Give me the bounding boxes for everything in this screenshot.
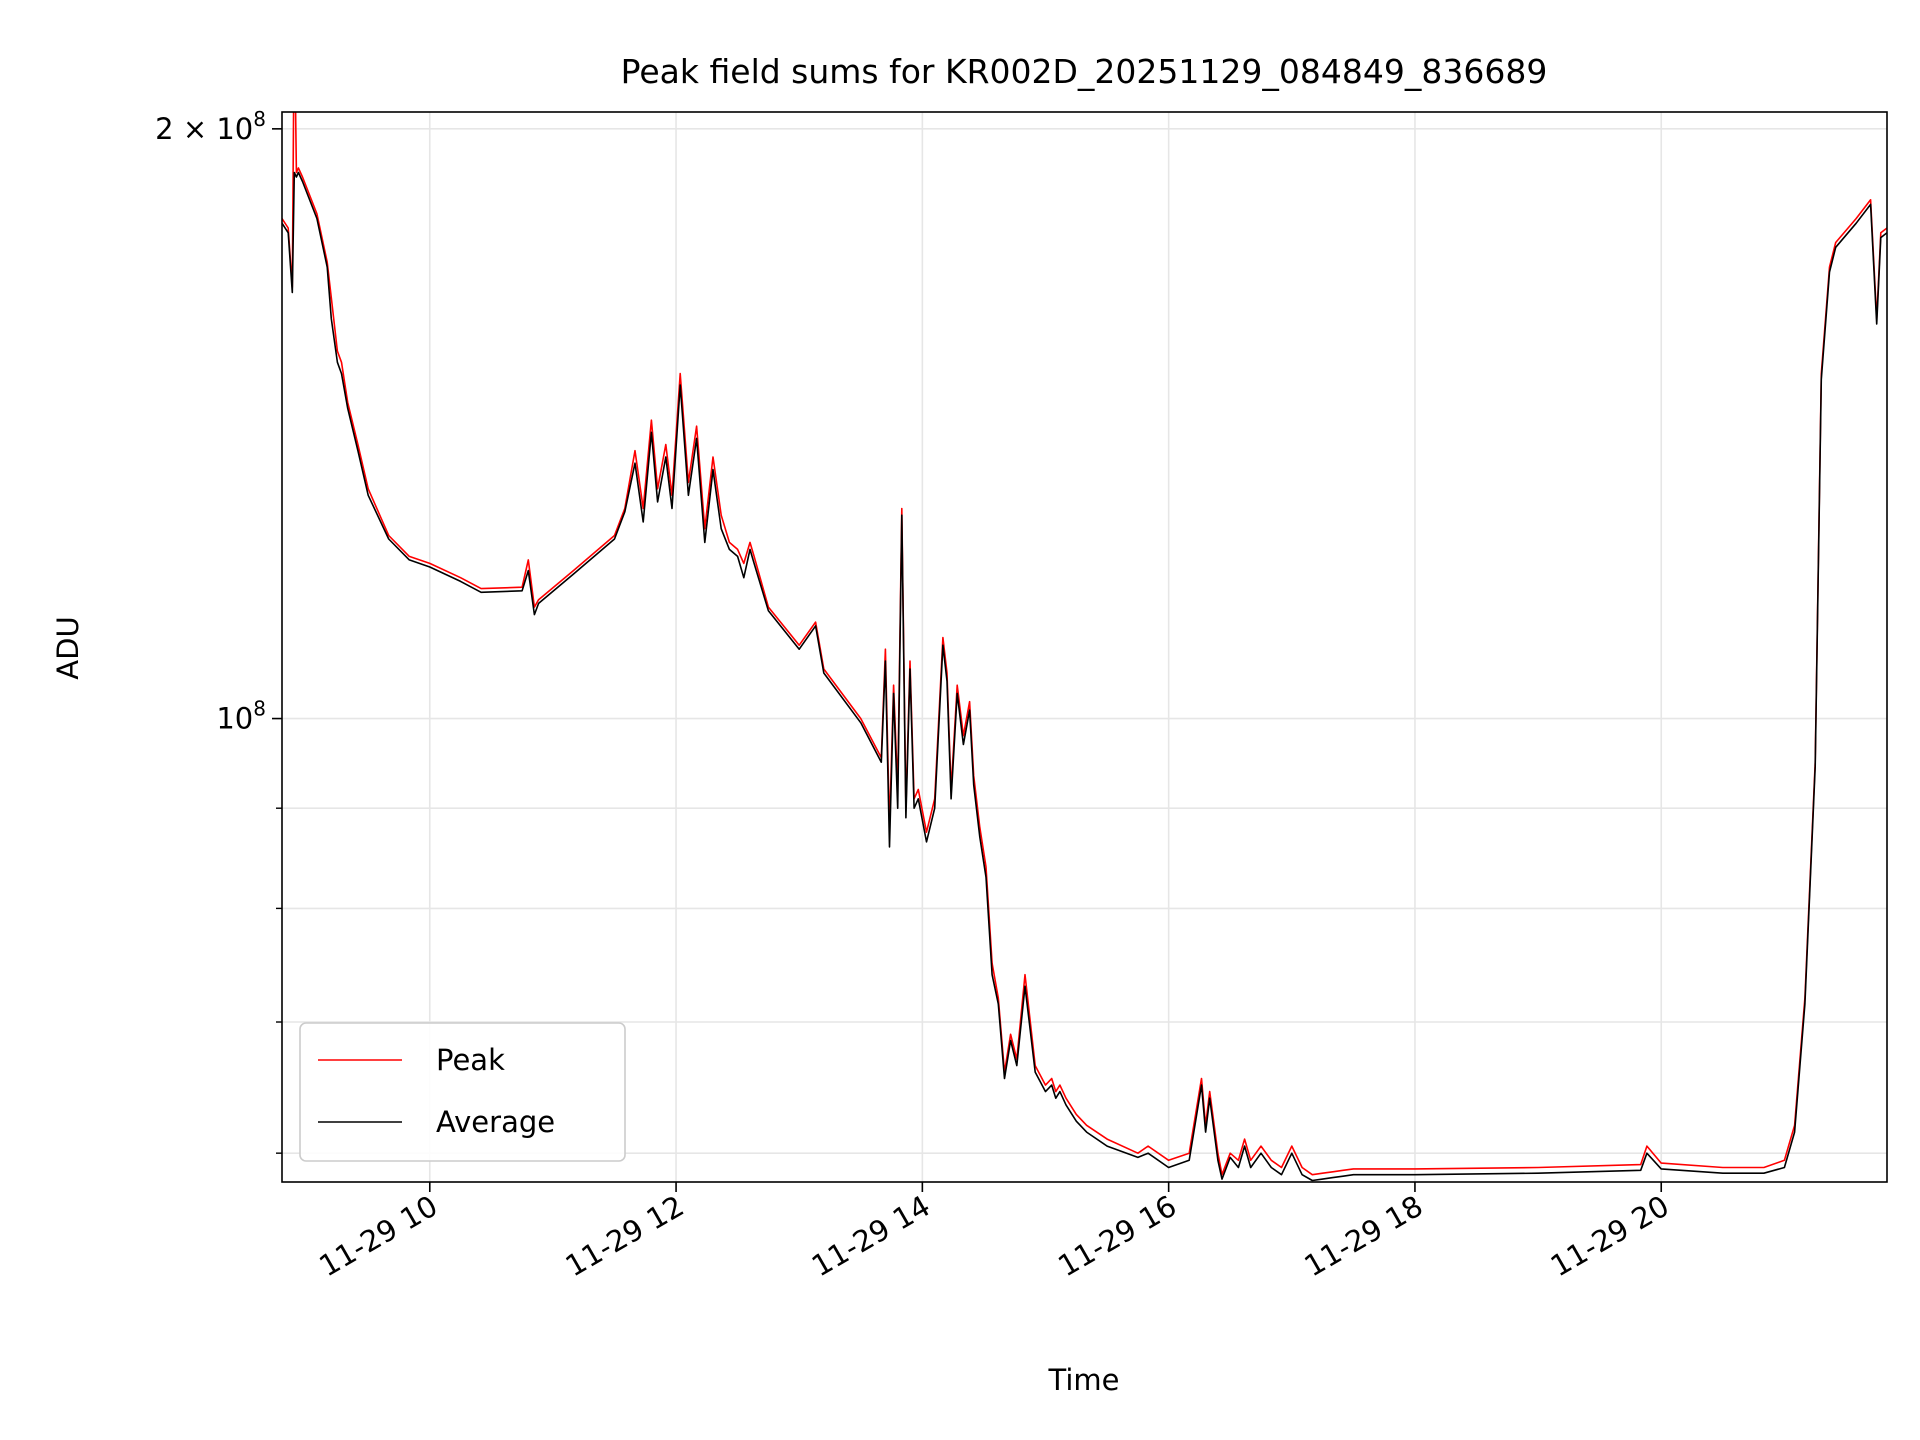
y-tick-label-base: 10 [216,702,253,736]
series-layer [282,112,1887,1182]
y-tick-label-exponent: 8 [253,697,266,721]
y-tick-label-exponent: 8 [253,107,266,131]
series-line-average [282,171,1887,1182]
y-axis-label: ADU [51,616,85,679]
x-axis-label: Time [1048,1363,1120,1397]
y-tick-label-base: 2 × 10 [155,112,253,146]
legend-label-peak: Peak [436,1043,505,1077]
legend-label-average: Average [436,1105,555,1139]
legend-box [299,1022,626,1162]
grid [282,112,1887,1182]
legend: Peak Average [299,1022,626,1162]
y-tick-label: 2 × 108 [155,107,266,146]
plot-frame [281,111,1888,1183]
y-tick-label: 108 [216,697,266,736]
chart-title: Peak field sums for KR002D_20251129_0848… [621,52,1548,91]
